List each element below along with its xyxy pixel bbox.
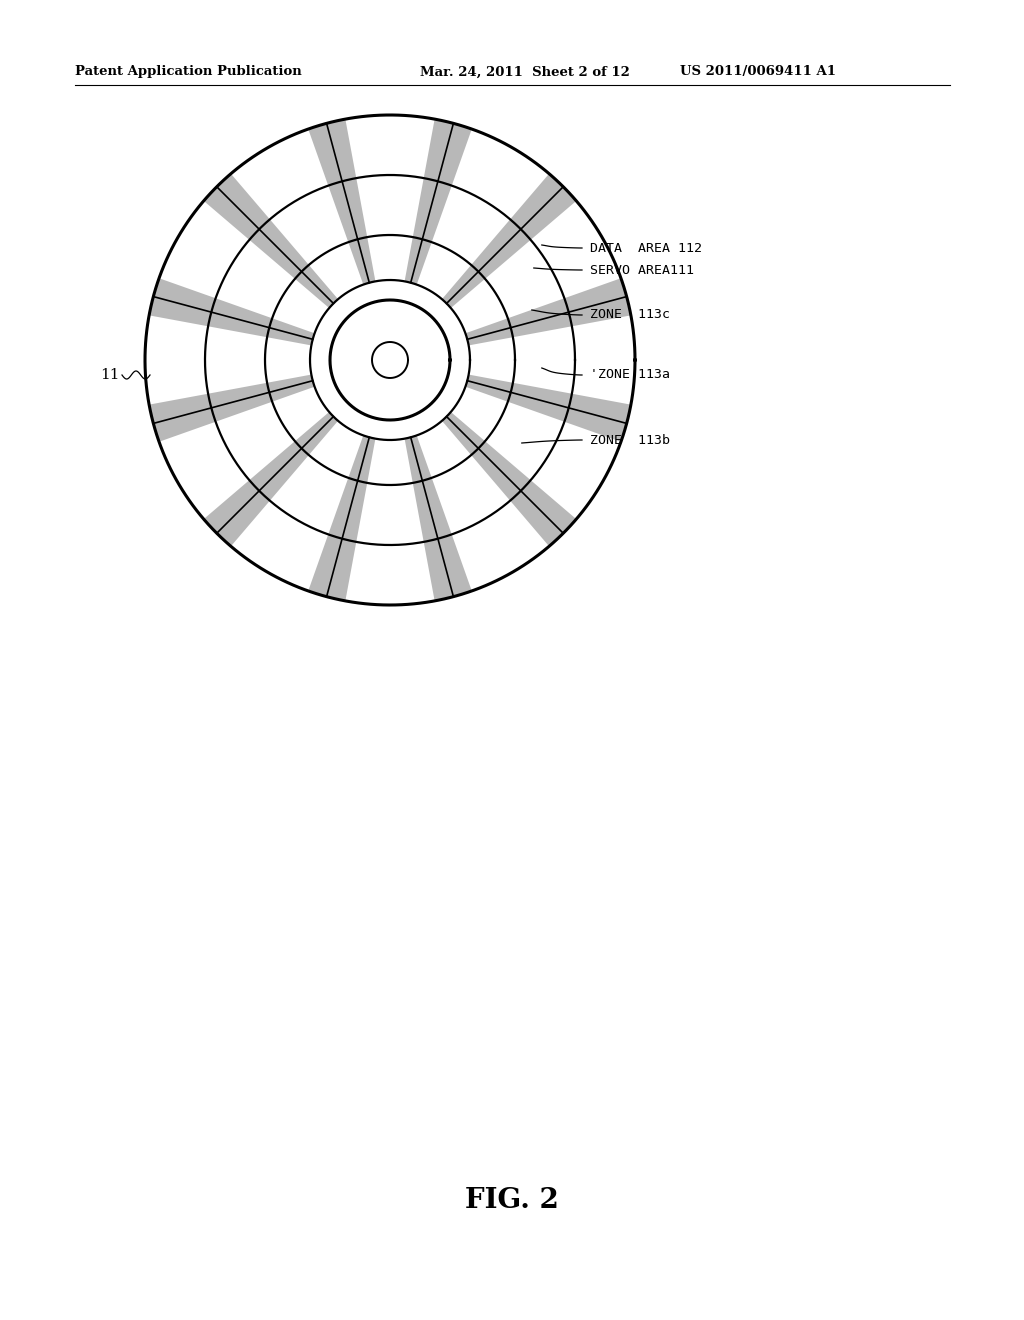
Polygon shape bbox=[372, 342, 408, 378]
Text: 'ZONE 113a: 'ZONE 113a bbox=[590, 368, 670, 381]
Polygon shape bbox=[204, 174, 338, 308]
Polygon shape bbox=[404, 119, 472, 285]
Polygon shape bbox=[404, 436, 472, 601]
Text: US 2011/0069411 A1: US 2011/0069411 A1 bbox=[680, 66, 836, 78]
Polygon shape bbox=[308, 436, 376, 601]
Text: SERVO AREA111: SERVO AREA111 bbox=[590, 264, 694, 276]
Polygon shape bbox=[204, 412, 338, 546]
Text: Patent Application Publication: Patent Application Publication bbox=[75, 66, 302, 78]
Polygon shape bbox=[442, 412, 577, 546]
Polygon shape bbox=[466, 375, 631, 442]
Text: 11: 11 bbox=[100, 368, 120, 381]
Text: Mar. 24, 2011  Sheet 2 of 12: Mar. 24, 2011 Sheet 2 of 12 bbox=[420, 66, 630, 78]
Polygon shape bbox=[150, 279, 314, 346]
Polygon shape bbox=[308, 119, 376, 285]
Polygon shape bbox=[330, 300, 450, 420]
Text: ZONE  113c: ZONE 113c bbox=[590, 309, 670, 322]
Text: FIG. 2: FIG. 2 bbox=[465, 1187, 559, 1213]
Text: DATA  AREA 112: DATA AREA 112 bbox=[590, 242, 702, 255]
Polygon shape bbox=[442, 174, 577, 308]
Polygon shape bbox=[466, 279, 631, 346]
Polygon shape bbox=[150, 375, 314, 442]
Text: ZONE  113b: ZONE 113b bbox=[590, 433, 670, 446]
